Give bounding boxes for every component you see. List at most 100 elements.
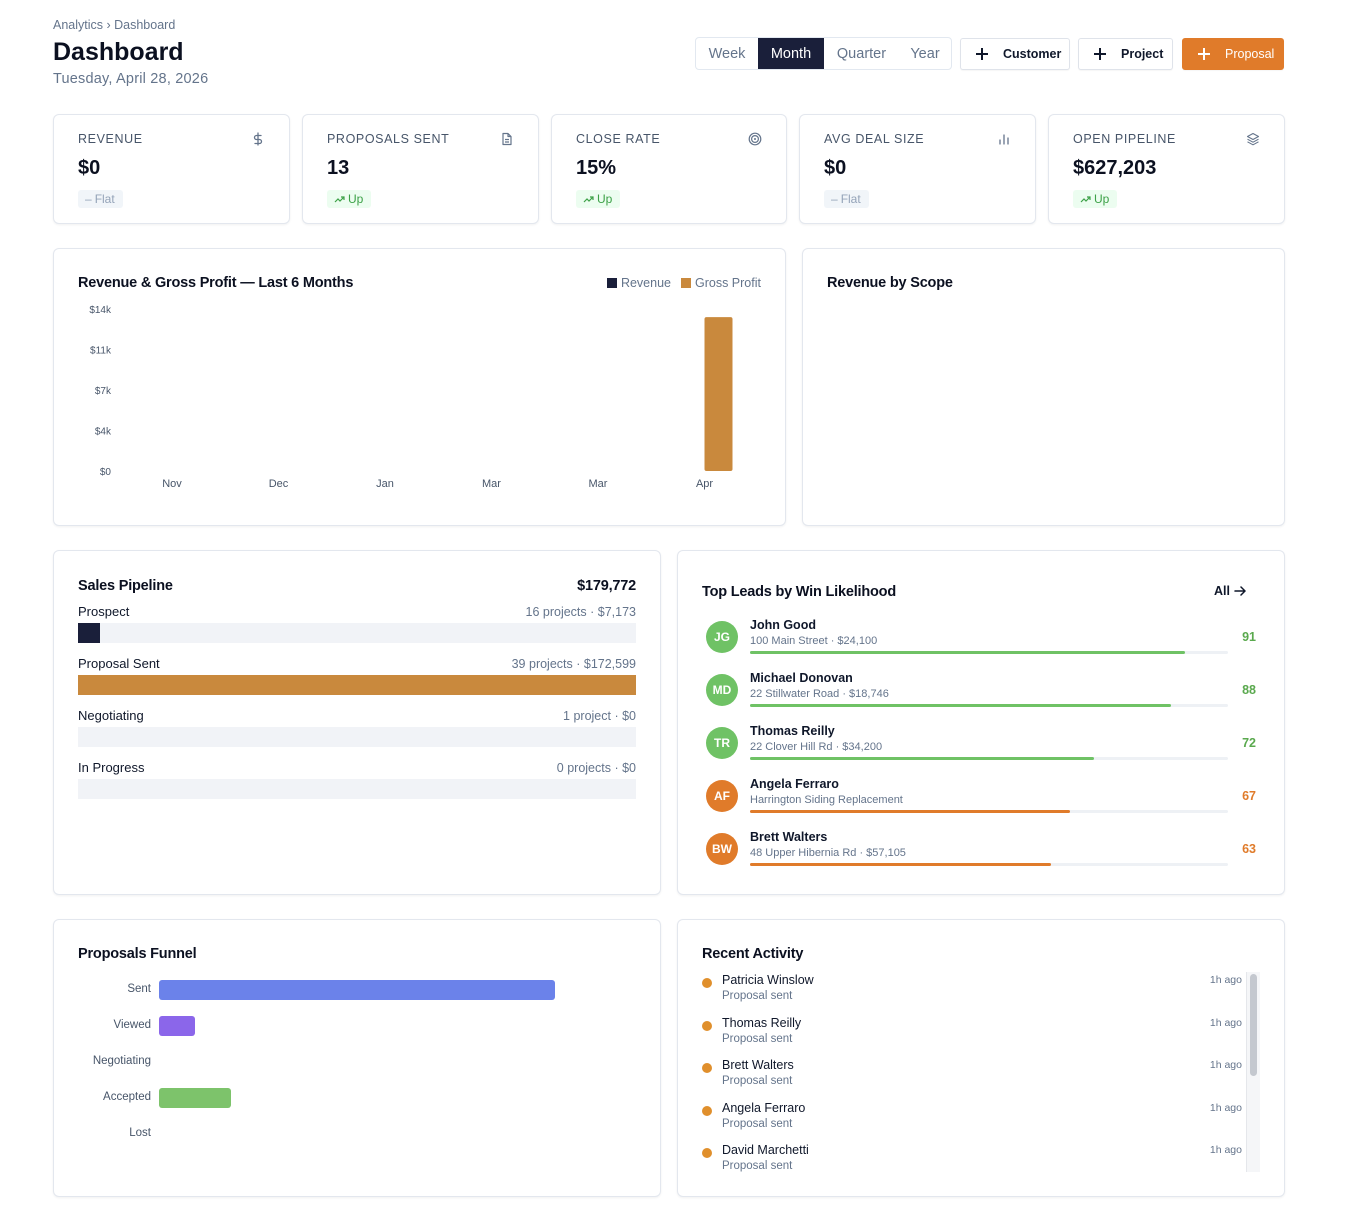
add-proposal-label: Proposal bbox=[1225, 47, 1275, 61]
win-likelihood-bar bbox=[750, 651, 1228, 654]
lead-name: John Good bbox=[750, 618, 816, 632]
funnel-label: Accepted bbox=[103, 1091, 151, 1103]
kpi-label: CLOSE RATE bbox=[576, 132, 661, 146]
kpi-card-proposals-sent: PROPOSALS SENT 13 Up bbox=[302, 114, 539, 224]
lead-row[interactable]: JG John Good 100 Main Street · $24,100 91 bbox=[702, 618, 1256, 664]
kpi-value: $0 bbox=[824, 157, 847, 179]
lead-name: Brett Walters bbox=[750, 830, 828, 844]
funnel-bar bbox=[159, 980, 555, 1000]
activity-description: Proposal sent bbox=[722, 990, 793, 1002]
period-year-button[interactable]: Year bbox=[910, 45, 940, 62]
win-likelihood-bar-fill bbox=[750, 863, 1052, 866]
activity-item[interactable]: Patricia Winslow Proposal sent 1h ago bbox=[702, 973, 1242, 1009]
x-tick-label: Apr bbox=[696, 478, 713, 490]
pipeline-stage-bar bbox=[78, 675, 636, 695]
page-date: Tuesday, April 28, 2026 bbox=[53, 71, 209, 87]
lead-score: 67 bbox=[1242, 789, 1256, 803]
lead-name: Angela Ferraro bbox=[750, 777, 839, 791]
add-project-button[interactable]: Project bbox=[1078, 38, 1173, 70]
pipeline-stage-meta: 0 projects · $0 bbox=[556, 761, 636, 775]
legend-label: Revenue bbox=[620, 276, 671, 290]
y-tick-label: $7k bbox=[95, 386, 112, 397]
pipeline-stage-bar-fill bbox=[78, 623, 101, 643]
lead-row[interactable]: AF Angela Ferraro Harrington Siding Replac… bbox=[702, 777, 1256, 823]
pipeline-stage-bar-fill bbox=[78, 675, 636, 695]
add-customer-label: Customer bbox=[1003, 47, 1062, 61]
activity-item[interactable]: David Marchetti Proposal sent 1h ago bbox=[702, 1143, 1242, 1179]
kpi-label: REVENUE bbox=[78, 132, 143, 146]
proposals-funnel-title: Proposals Funnel bbox=[78, 946, 197, 962]
pipeline-stage-meta: 39 projects · $172,599 bbox=[511, 657, 636, 671]
layers-icon bbox=[1246, 132, 1260, 146]
pipeline-stage-meta: 16 projects · $7,173 bbox=[525, 605, 637, 619]
trending-up-icon bbox=[334, 196, 345, 203]
lead-name: Thomas Reilly bbox=[750, 724, 835, 738]
kpi-label: OPEN PIPELINE bbox=[1073, 132, 1176, 146]
kpi-value: 13 bbox=[327, 157, 350, 179]
x-tick-label: Dec bbox=[269, 478, 289, 490]
revenue-chart-card: Revenue & Gross Profit — Last 6 Months R… bbox=[53, 248, 786, 526]
trending-up-icon bbox=[583, 196, 594, 203]
bar-gross-profit[interactable] bbox=[704, 317, 733, 471]
plus-icon bbox=[1094, 48, 1106, 60]
y-tick-label: $11k bbox=[90, 346, 112, 357]
add-project-label: Project bbox=[1121, 47, 1164, 61]
pipeline-stage-label: Negotiating bbox=[78, 708, 144, 723]
lead-detail: 22 Clover Hill Rd · $34,200 bbox=[750, 741, 883, 753]
kpi-value: $0 bbox=[78, 157, 101, 179]
period-selector: Week Month Quarter Year bbox=[695, 37, 952, 70]
kpi-value: $627,203 bbox=[1073, 157, 1157, 179]
plus-icon bbox=[976, 48, 988, 60]
revenue-by-scope-title: Revenue by Scope bbox=[827, 275, 953, 291]
trend-label: Up bbox=[1094, 192, 1110, 206]
pipeline-stage-meta: 1 project · $0 bbox=[563, 709, 636, 723]
activity-scrollbar[interactable] bbox=[1246, 972, 1260, 1172]
bar-chart-icon bbox=[999, 134, 1009, 145]
activity-item[interactable]: Angela Ferraro Proposal sent 1h ago bbox=[702, 1101, 1242, 1137]
trend-label: Up bbox=[597, 192, 613, 206]
trend-badge: Up bbox=[576, 190, 621, 208]
breadcrumb[interactable]: Analytics › Dashboard bbox=[53, 18, 176, 32]
add-customer-button[interactable]: Customer bbox=[960, 38, 1070, 70]
win-likelihood-bar-fill bbox=[750, 704, 1171, 707]
legend-swatch bbox=[681, 278, 691, 288]
kpi-label: PROPOSALS SENT bbox=[327, 132, 450, 146]
lead-row[interactable]: MD Michael Donovan 22 Stillwater Road · $1… bbox=[702, 671, 1256, 717]
avatar: JG bbox=[706, 621, 738, 653]
activity-name: Angela Ferraro bbox=[722, 1100, 806, 1115]
kpi-card-avg-deal-size: AVG DEAL SIZE $0 – Flat bbox=[799, 114, 1036, 224]
lead-score: 72 bbox=[1242, 736, 1256, 750]
plus-icon bbox=[1198, 48, 1210, 60]
add-proposal-button[interactable]: Proposal bbox=[1182, 38, 1284, 70]
avatar: MD bbox=[706, 674, 738, 706]
lead-row[interactable]: TR Thomas Reilly 22 Clover Hill Rd · $34,2… bbox=[702, 724, 1256, 770]
lead-detail: 22 Stillwater Road · $18,746 bbox=[750, 688, 889, 700]
trend-label: Flat bbox=[94, 192, 115, 206]
period-month-button[interactable]: Month bbox=[758, 38, 824, 69]
top-leads-title: Top Leads by Win Likelihood bbox=[702, 584, 896, 600]
view-all-leads-link[interactable]: All bbox=[1214, 584, 1246, 598]
activity-time: 1h ago bbox=[1209, 974, 1242, 986]
minus-icon: – bbox=[831, 192, 838, 206]
win-likelihood-bar bbox=[750, 810, 1228, 813]
legend-item-gross-profit: Gross Profit bbox=[681, 276, 761, 290]
activity-item[interactable]: Thomas Reilly Proposal sent 1h ago bbox=[702, 1016, 1242, 1052]
scrollbar-thumb[interactable] bbox=[1250, 974, 1257, 1076]
activity-item[interactable]: Brett Walters Proposal sent 1h ago bbox=[702, 1058, 1242, 1094]
funnel-label: Viewed bbox=[113, 1019, 151, 1031]
period-quarter-button[interactable]: Quarter bbox=[836, 45, 887, 62]
target-icon bbox=[748, 132, 762, 146]
legend-label: Gross Profit bbox=[695, 276, 761, 290]
period-week-button[interactable]: Week bbox=[708, 45, 746, 62]
activity-time: 1h ago bbox=[1209, 1059, 1242, 1071]
x-tick-label: Mar bbox=[482, 478, 501, 490]
revenue-bar-chart: $0 $4k $7k $11k $14k Nov Dec Jan Mar Mar Apr bbox=[89, 305, 733, 490]
kpi-label: AVG DEAL SIZE bbox=[824, 132, 925, 146]
activity-time: 1h ago bbox=[1209, 1144, 1242, 1156]
revenue-chart-title: Revenue & Gross Profit — Last 6 Months bbox=[78, 275, 354, 291]
revenue-by-scope-card: Revenue by Scope bbox=[802, 248, 1285, 526]
funnel-bar bbox=[159, 1088, 231, 1108]
lead-row[interactable]: BW Brett Walters 48 Upper Hibernia Rd · $5… bbox=[702, 830, 1256, 876]
kpi-card-close-rate: CLOSE RATE 15% Up bbox=[551, 114, 787, 224]
sales-pipeline-total: $179,772 bbox=[577, 578, 636, 594]
